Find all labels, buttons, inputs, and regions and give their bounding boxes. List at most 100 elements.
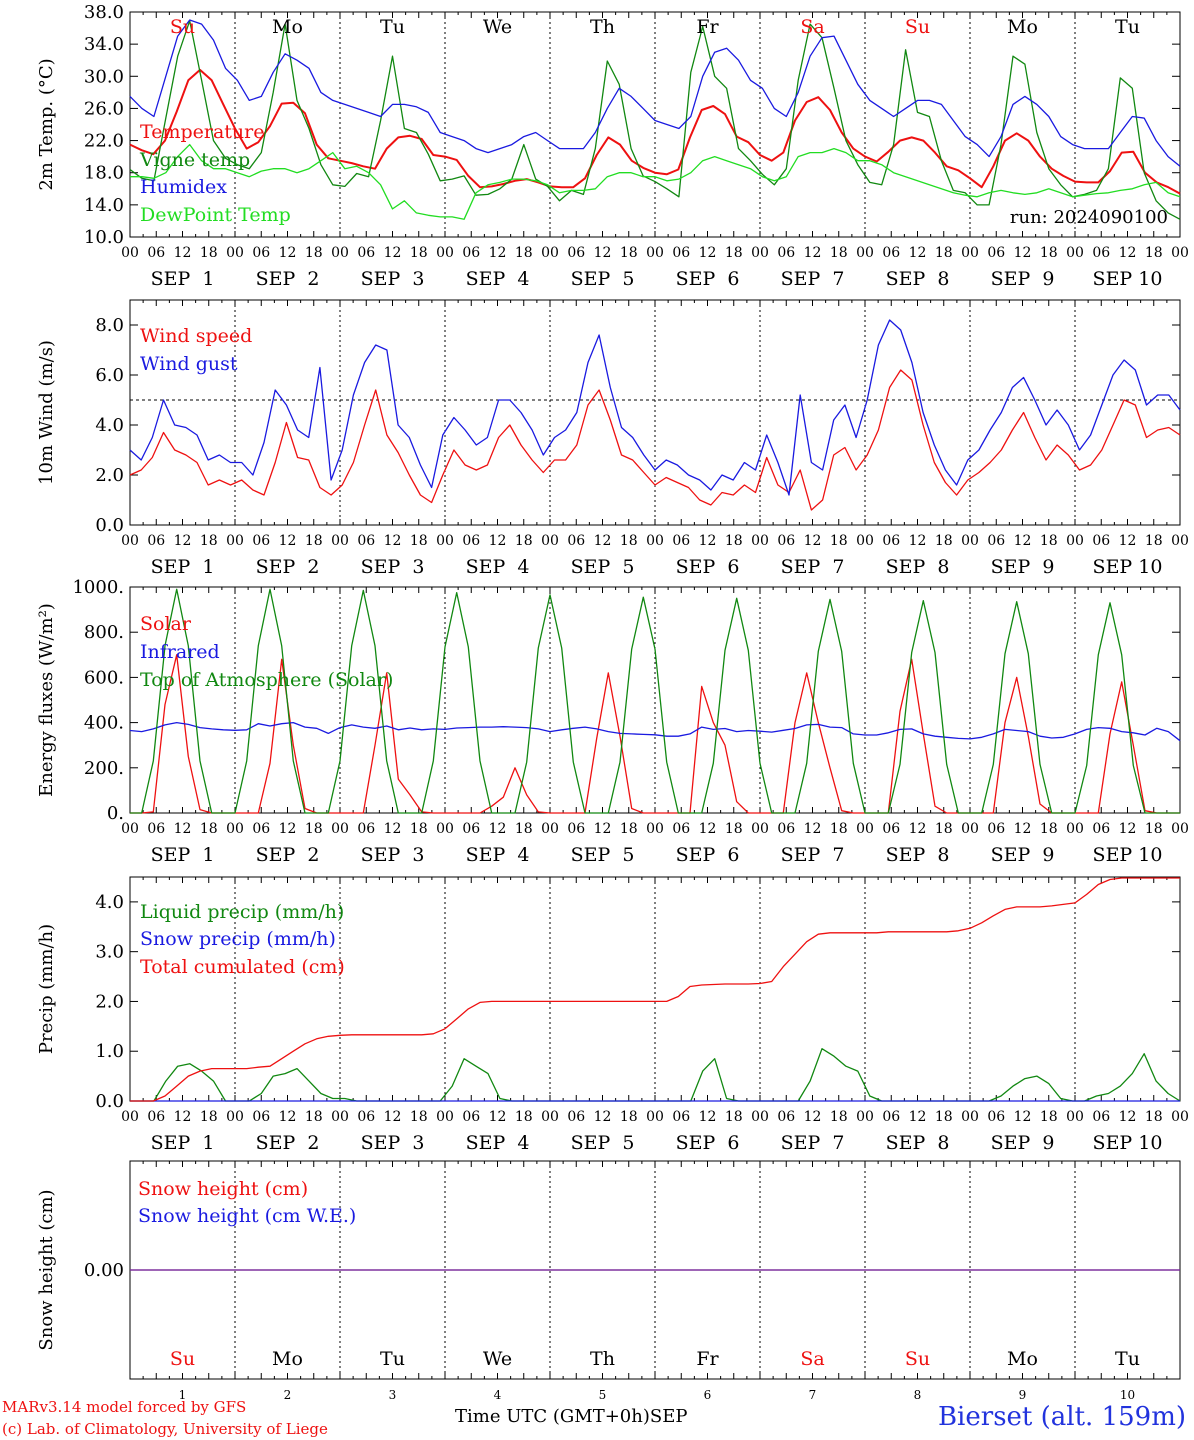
hour-tick-label: 00	[226, 1109, 244, 1125]
hour-tick-label: 12	[489, 821, 507, 837]
hour-tick-label: 12	[1119, 821, 1137, 837]
date-label: SEP 10	[1093, 268, 1163, 290]
hour-tick-label: 18	[830, 1109, 848, 1125]
hour-tick-label: 18	[1145, 533, 1163, 549]
y-axis-label: Energy fluxes (W/m²)	[36, 603, 57, 797]
hour-tick-label: 18	[830, 821, 848, 837]
hour-tick-label: 06	[987, 533, 1005, 549]
hour-tick-label: 00	[646, 821, 664, 837]
hour-tick-label: 18	[200, 245, 218, 261]
y-tick-label: 6.0	[95, 365, 124, 386]
hour-tick-label: 06	[777, 821, 795, 837]
hour-tick-label: 00	[121, 821, 139, 837]
hour-tick-label: 00	[1066, 245, 1084, 261]
weekday-label: We	[483, 1348, 512, 1370]
hour-tick-label: 18	[305, 821, 323, 837]
hour-tick-label: 12	[384, 821, 402, 837]
hour-tick-label: 12	[174, 821, 192, 837]
hour-tick-label: 18	[305, 533, 323, 549]
weekday-label: Mo	[272, 16, 303, 38]
hour-tick-label: 12	[804, 533, 822, 549]
hour-tick-label: 18	[830, 533, 848, 549]
hour-tick-label: 00	[436, 1109, 454, 1125]
hour-tick-label: 18	[1145, 1109, 1163, 1125]
hour-tick-label: 12	[384, 1109, 402, 1125]
hour-tick-label: 00	[541, 533, 559, 549]
day-number-label: 6	[704, 1388, 712, 1402]
hour-tick-label: 18	[725, 1109, 743, 1125]
y-axis-label: Snow height (cm)	[36, 1189, 57, 1350]
series-line	[129, 721, 1181, 742]
date-label: SEP 8	[886, 844, 950, 866]
date-label: SEP 4	[466, 556, 530, 578]
hour-tick-label: 18	[200, 821, 218, 837]
date-label: SEP 7	[781, 556, 845, 578]
y-axis-label: 2m Temp. (°C)	[36, 58, 57, 190]
hour-tick-label: 18	[1040, 533, 1058, 549]
hour-tick-label: 06	[987, 245, 1005, 261]
y-tick-label: 10.0	[84, 227, 124, 248]
date-label: SEP 1	[151, 1132, 215, 1154]
hour-tick-label: 06	[147, 1109, 165, 1125]
date-label: SEP 8	[886, 556, 950, 578]
hour-tick-label: 00	[1171, 1109, 1189, 1125]
date-label: SEP 3	[361, 556, 425, 578]
hour-tick-label: 18	[935, 533, 953, 549]
panel-4: 0.0 1.0 2.0 3.0 4.0 Precip (mm/h) Liquid preci…	[36, 876, 1189, 1154]
y-tick-label: 18.0	[84, 163, 124, 184]
hour-tick-label: 12	[174, 1109, 192, 1125]
hour-tick-label: 18	[200, 1109, 218, 1125]
hour-tick-label: 00	[961, 821, 979, 837]
hour-tick-label: 06	[1092, 821, 1110, 837]
weekday-label: Sa	[800, 1348, 824, 1370]
hour-tick-label: 12	[594, 533, 612, 549]
hour-tick-label: 06	[672, 533, 690, 549]
series-line	[129, 369, 1181, 511]
day-number-label: 7	[809, 1388, 817, 1402]
y-tick-label: 800.	[84, 622, 124, 643]
date-label: SEP 4	[466, 844, 530, 866]
date-label: SEP 4	[466, 1132, 530, 1154]
x-axis-title: Time UTC (GMT+0h)SEP	[455, 1406, 687, 1427]
y-tick-label: 1000.	[72, 577, 124, 598]
legend-entry: Total cumulated (cm)	[140, 956, 345, 978]
date-label: SEP 1	[151, 844, 215, 866]
series-line	[130, 877, 1180, 1102]
hour-tick-label: 12	[489, 533, 507, 549]
hour-tick-label: 18	[935, 821, 953, 837]
hour-tick-label: 12	[279, 245, 297, 261]
day-number-label: 1	[179, 1388, 187, 1402]
hour-tick-label: 00	[856, 245, 874, 261]
hour-tick-label: 18	[515, 533, 533, 549]
date-label: SEP 9	[991, 556, 1055, 578]
hour-tick-label: 18	[935, 1109, 953, 1125]
hour-tick-label: 00	[226, 821, 244, 837]
hour-tick-label: 18	[1145, 821, 1163, 837]
legend-entry: Vigne temp	[139, 149, 250, 171]
date-label: SEP 3	[361, 268, 425, 290]
date-label: SEP 6	[676, 556, 740, 578]
series-line	[130, 588, 1180, 814]
hour-tick-label: 12	[804, 245, 822, 261]
y-tick-label: 600.	[84, 667, 124, 688]
panel-5: 0.00 Snow height (cm) Snow height (cm) Snow…	[36, 1160, 1181, 1402]
hour-tick-label: 12	[909, 821, 927, 837]
hour-tick-label: 00	[1066, 1109, 1084, 1125]
hour-tick-label: 12	[174, 533, 192, 549]
date-label: SEP 2	[256, 844, 320, 866]
hour-tick-label: 06	[252, 533, 270, 549]
series-line	[129, 19, 1181, 167]
hour-tick-label: 06	[1092, 245, 1110, 261]
y-axis-label: 10m Wind (m/s)	[36, 340, 57, 485]
hour-tick-label: 00	[961, 533, 979, 549]
hour-tick-label: 06	[567, 245, 585, 261]
date-label: SEP 5	[571, 268, 635, 290]
panel-3: 0. 200. 400. 600. 800. 1000. Energy fluxes (W/…	[36, 577, 1189, 866]
hour-tick-label: 18	[410, 821, 428, 837]
hour-tick-label: 12	[594, 245, 612, 261]
weekday-label: Sa	[800, 16, 824, 38]
hour-tick-label: 12	[594, 1109, 612, 1125]
hour-tick-label: 12	[279, 821, 297, 837]
hour-tick-label: 18	[725, 821, 743, 837]
x-axis-month: SEP	[649, 1406, 688, 1427]
